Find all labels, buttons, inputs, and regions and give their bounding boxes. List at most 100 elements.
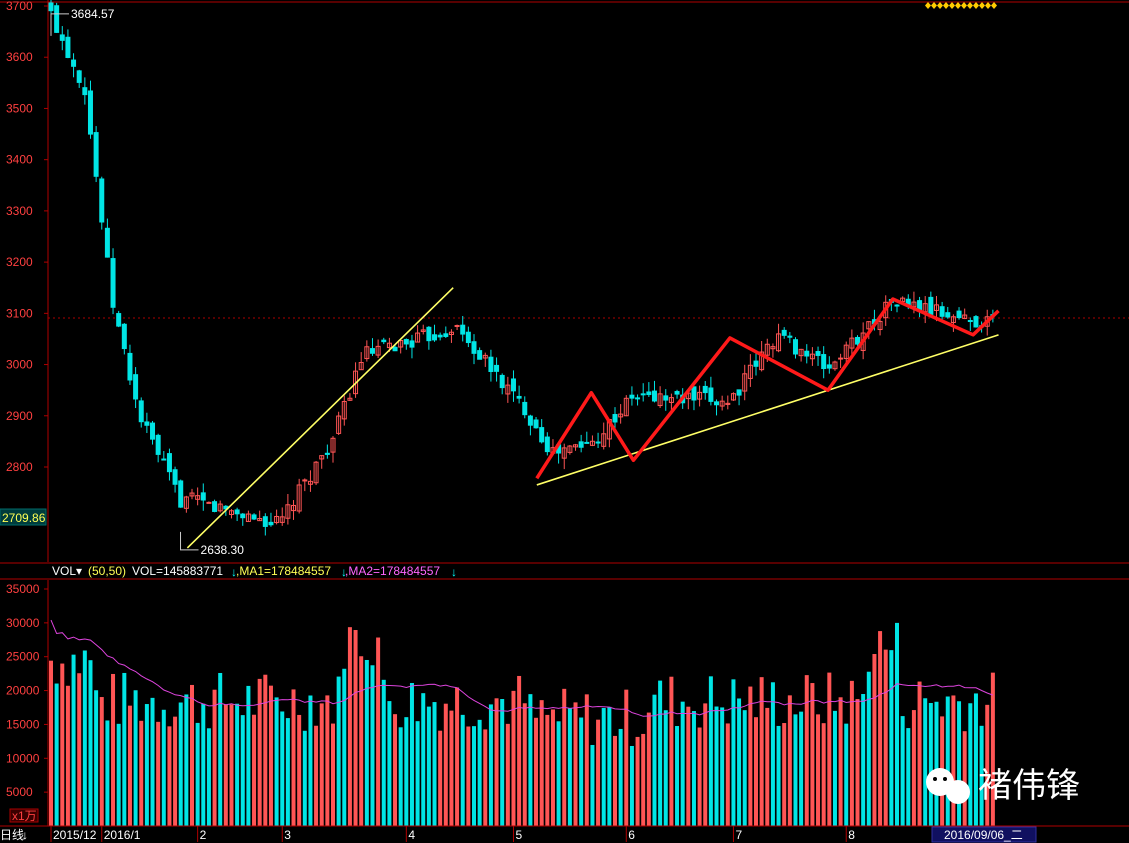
candle-body (460, 324, 466, 335)
date-axis[interactable]: 日线↓ 2015/12 2016/1 2 3 4 5 6 7 8 2016/09/06_二 (0, 825, 1129, 843)
candle-body (127, 352, 133, 381)
volume-bar (432, 702, 437, 826)
candle-body (753, 360, 759, 367)
volume-bar (517, 675, 522, 826)
candle-body (544, 436, 550, 453)
volume-bar (178, 702, 183, 826)
volume-bar (460, 714, 465, 826)
date-tick-label: 6 (628, 828, 635, 842)
volume-bar (973, 693, 978, 826)
volume-bar (500, 699, 505, 826)
candle-body (900, 297, 906, 302)
candle-body (809, 353, 815, 360)
candle-body (539, 427, 545, 443)
signal-marker (925, 2, 931, 9)
volume-bar (116, 723, 121, 826)
volume-bar (314, 725, 319, 826)
candle-body (725, 402, 731, 405)
volume-bar (376, 637, 381, 826)
candle-body (516, 395, 522, 399)
volume-bar (742, 710, 747, 826)
candle-body (437, 334, 443, 338)
volume-bar (381, 679, 386, 826)
volume-bar (280, 711, 285, 826)
volume-bar (556, 721, 561, 826)
candle-body (426, 326, 432, 342)
volume-bar (449, 710, 454, 826)
volume-bar (979, 725, 984, 826)
candle-body (950, 316, 956, 324)
volume-bar (302, 730, 307, 826)
volume-bar (720, 707, 725, 826)
candle-body (640, 393, 646, 396)
candle-body (928, 296, 934, 315)
volume-bar (522, 703, 527, 826)
volume-ma-line (50, 619, 994, 717)
candle-body (708, 387, 714, 402)
candle-body (843, 344, 849, 360)
candle-body (212, 501, 218, 512)
candle-body (172, 469, 178, 485)
candle-body (719, 400, 725, 407)
volume-bar (218, 672, 223, 826)
candle-body (595, 441, 601, 444)
volume-bar (697, 727, 702, 826)
candle-body (403, 339, 409, 345)
volume-bar (629, 745, 634, 826)
volume-tick-label: 5000 (6, 785, 33, 799)
volume-bar (370, 665, 375, 826)
candle-body (200, 492, 206, 501)
candle-body (268, 521, 274, 526)
candle-body (691, 386, 697, 401)
volume-bar (393, 714, 398, 826)
volume-bar (201, 703, 206, 826)
volume-bar (88, 660, 93, 826)
candle-body (494, 364, 500, 372)
signal-marker (973, 2, 979, 9)
volume-tick-label: 15000 (6, 717, 40, 731)
volume-tick-label: 35000 (6, 582, 40, 596)
volume-bar (934, 701, 939, 826)
volume-bar (844, 723, 849, 826)
volume-bar (483, 729, 488, 826)
volume-bar (438, 730, 443, 826)
candle-body (166, 453, 172, 473)
candle-body (71, 59, 77, 67)
candle-body (945, 312, 951, 318)
price-tick-label: 3300 (6, 204, 33, 218)
volume-bar (415, 721, 420, 826)
volume-bar (579, 717, 584, 826)
volume-bar (725, 723, 730, 826)
volume-bar (945, 696, 950, 826)
volume-unit-box (9, 808, 39, 823)
volume-bar (60, 663, 65, 826)
low-marker (180, 531, 199, 551)
candle-body (432, 334, 438, 341)
volume-bar (770, 682, 775, 826)
candle-body (82, 87, 88, 96)
volume-tick-label: 30000 (6, 616, 40, 630)
signal-marker (931, 2, 937, 9)
candle-body (415, 332, 421, 343)
volume-bar (669, 676, 674, 826)
candle-body (87, 90, 93, 135)
volume-bar (957, 701, 962, 826)
candle-body (933, 304, 939, 311)
candle-body (635, 397, 641, 400)
volume-bar (455, 687, 460, 826)
candle-body (59, 34, 65, 41)
volume-bar (596, 719, 601, 826)
volume-bar (624, 689, 629, 826)
volume-bar (190, 684, 194, 826)
candle-body (234, 509, 240, 515)
volume-bar (754, 717, 758, 826)
volume-bar (426, 706, 431, 826)
candle-body (319, 455, 325, 460)
candle-body (629, 394, 635, 399)
volume-bar (127, 705, 132, 826)
volume-bar (866, 671, 871, 826)
candle-body (877, 320, 883, 331)
period-dropdown-icon: ↓ (22, 828, 28, 842)
candle-body (505, 384, 511, 395)
candle-body (228, 510, 234, 515)
